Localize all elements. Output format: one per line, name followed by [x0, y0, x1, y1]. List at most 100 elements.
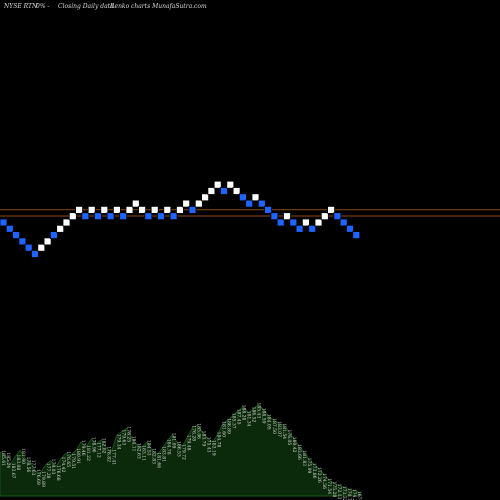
renko-brick-up — [100, 205, 109, 214]
volume-label: 183.67 — [10, 463, 16, 479]
volume-label: 175.99 — [306, 458, 312, 474]
volume-label: 172.13 — [336, 484, 342, 500]
renko-brick-up — [182, 199, 191, 208]
renko-brick-down — [220, 187, 228, 195]
volume-label: 180.42 — [291, 437, 297, 453]
volume-label: 173.86 — [311, 463, 317, 479]
volume-label: 185.06 — [196, 423, 202, 439]
volume-label: 181.54 — [281, 423, 287, 439]
volume-label: 167.13 — [356, 491, 362, 500]
renko-brick-up — [138, 205, 147, 214]
volume-label: 185.61 — [0, 450, 6, 466]
renko-brick-down — [264, 205, 273, 214]
volume-label: 187.50 — [271, 418, 277, 434]
volume-label: 184.78 — [216, 432, 222, 448]
volume-label: 179.89 — [40, 471, 46, 487]
volume-label: 176.28 — [191, 425, 197, 441]
renko-brick-down — [24, 243, 33, 252]
renko-brick-down — [245, 199, 254, 208]
renko-brick-up — [207, 187, 216, 195]
volume-label: 181.22 — [85, 445, 91, 461]
volume-label: 185.24 — [5, 452, 11, 468]
renko-bricks — [0, 180, 361, 258]
renko-brick-down — [289, 218, 298, 227]
renko-brick-down — [81, 212, 90, 221]
renko-brick-up — [37, 243, 46, 252]
volume-label: 170.72 — [346, 488, 352, 500]
renko-brick-down — [188, 205, 197, 214]
renko-brick-down — [31, 250, 39, 258]
volume-label: 172.26 — [316, 467, 322, 483]
renko-brick-down — [333, 212, 342, 221]
volume-area — [0, 403, 361, 497]
volume-label: 176.68 — [55, 465, 61, 481]
volume-label: 183.07 — [276, 421, 282, 437]
renko-brick-down — [5, 224, 14, 233]
volume-label: 178.82 — [105, 446, 111, 462]
header-source: charts MunafaSutra.com — [131, 3, 207, 10]
volume-label: 182.82 — [100, 438, 106, 454]
renko-brick-up — [43, 237, 52, 246]
renko-brick-down — [346, 224, 354, 233]
volume-label: 176.65 — [65, 451, 71, 467]
renko-brick-up — [131, 199, 140, 208]
volume-label: 179.34 — [115, 434, 121, 450]
renko-brick-up — [113, 205, 121, 214]
renko-brick-up — [251, 193, 260, 202]
volume-label: 179.51 — [70, 453, 76, 469]
volume-label: 183.81 — [161, 446, 167, 462]
renko-brick-up — [62, 218, 71, 227]
volume-label: 171.54 — [326, 478, 332, 494]
renko-brick-up — [232, 187, 241, 195]
renko-brick-up — [213, 180, 222, 189]
renko-brick-down — [308, 224, 317, 233]
volume-label: 182.63 — [135, 443, 141, 459]
volume-label: 177.41 — [110, 449, 116, 465]
volume-label: 177.12 — [95, 442, 101, 458]
volume-label: 183.19 — [211, 440, 217, 456]
renko-brick-up — [163, 205, 172, 214]
volume-label: 175.28 — [331, 482, 337, 498]
renko-brick-up — [283, 212, 291, 221]
volume-label: 181.60 — [221, 421, 227, 437]
volume-area-path — [0, 403, 361, 497]
renko-brick-down — [119, 212, 128, 221]
renko-brick-down — [12, 231, 21, 240]
volume-label: 184.78 — [166, 439, 172, 455]
renko-brick-down — [157, 212, 165, 221]
renko-brick-up — [56, 224, 65, 233]
renko-brick-down — [295, 224, 304, 233]
renko-brick-up — [201, 193, 210, 202]
volume-label: 178.56 — [25, 457, 31, 473]
renko-brick-down — [270, 212, 279, 221]
renko-brick-up — [194, 199, 203, 208]
volume-label: 177.63 — [30, 460, 36, 476]
volume-label: 178.96 — [90, 437, 96, 453]
volume-label: 181.34 — [246, 411, 252, 427]
volume-label: 181.40 — [20, 448, 26, 464]
header-change: 0% - — [36, 3, 49, 10]
volume-label: 184.11 — [130, 436, 136, 452]
volume-label: 175.43 — [206, 437, 212, 453]
volume-label: 181.83 — [301, 450, 307, 466]
renko-brick-up — [327, 205, 336, 214]
volume-label: 186.52 — [251, 407, 257, 423]
volume-label: 188.28 — [241, 405, 247, 421]
volume-label: 188.59 — [261, 408, 267, 424]
volume-label: 183.11 — [140, 445, 146, 461]
volume-label: 179.72 — [181, 444, 187, 460]
volume-label: 187.45 — [236, 409, 242, 425]
volume-label: 174.42 — [60, 457, 66, 473]
renko-brick-up — [68, 212, 77, 221]
renko-brick-down — [94, 212, 102, 221]
renko-brick-down — [0, 218, 8, 227]
renko-brick-down — [276, 218, 285, 227]
renko-brick-down — [18, 237, 27, 246]
volume-label: 186.53 — [176, 441, 182, 457]
volume-label: 176.69 — [35, 469, 41, 485]
volume-label: 174.56 — [321, 473, 327, 489]
volume-label: 176.05 — [286, 430, 292, 446]
renko-brick-up — [87, 205, 96, 214]
